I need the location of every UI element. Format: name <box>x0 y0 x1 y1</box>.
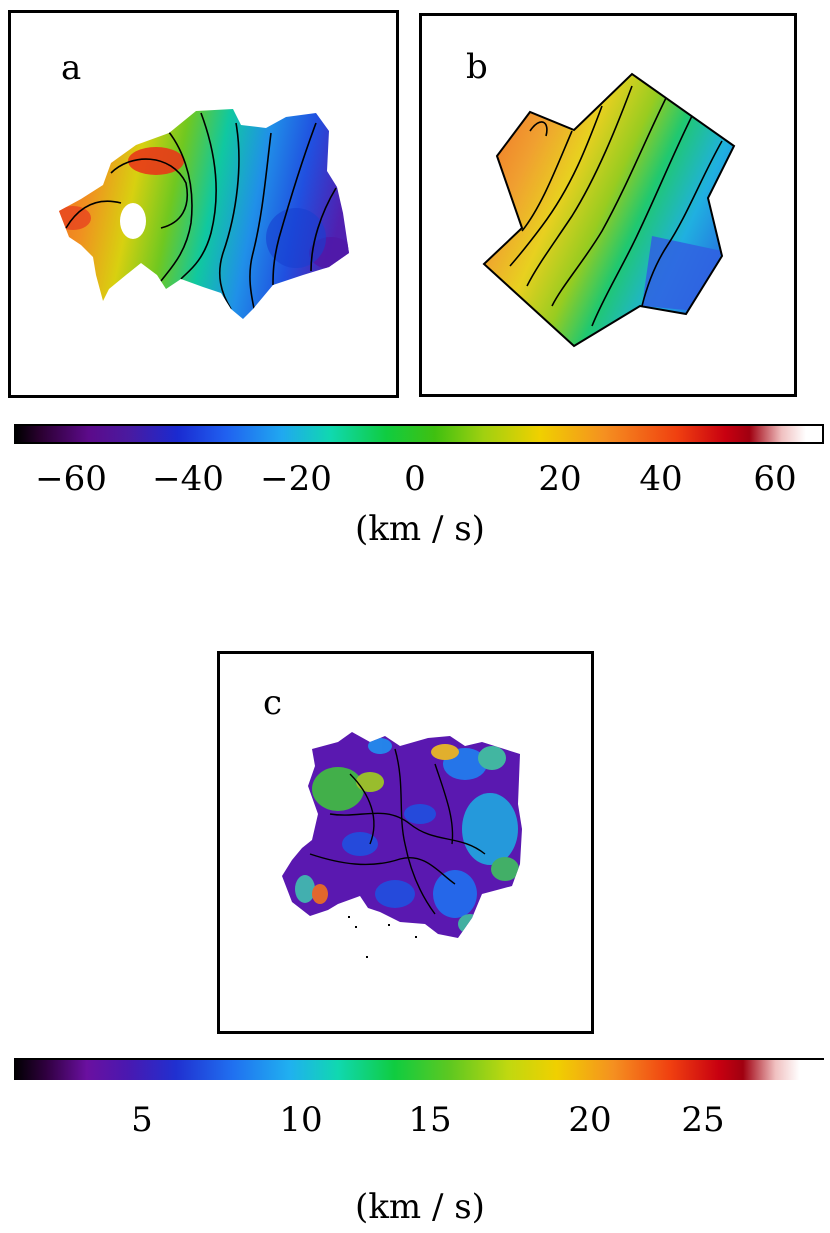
dispersion-region-c <box>282 732 522 938</box>
velocity-tick: 60 <box>753 459 797 499</box>
dispersion-tick: 15 <box>408 1100 452 1140</box>
panel-a-velocity-map <box>59 109 349 319</box>
panel-c-dispersion-map <box>282 732 522 958</box>
velocity-tick: −20 <box>260 459 332 499</box>
dispersion-tick: 20 <box>568 1100 612 1140</box>
velocity-tick: −40 <box>152 459 224 499</box>
dispersion-unit-label: (km / s) <box>355 1187 485 1227</box>
velocity-unit-label: (km / s) <box>355 509 485 549</box>
panel-b-label: b <box>466 47 488 87</box>
dispersion-tick: 10 <box>279 1100 323 1140</box>
panel-c: c <box>217 651 594 1034</box>
velocity-region-a <box>59 109 349 319</box>
panel-c-label: c <box>263 683 283 723</box>
panel-a: a <box>8 10 399 398</box>
dispersion-tick: 25 <box>681 1100 725 1140</box>
scattered-specks <box>348 916 417 958</box>
velocity-tick: 40 <box>639 459 683 499</box>
dispersion-colorbar <box>14 1058 824 1080</box>
velocity-tick: 20 <box>538 459 582 499</box>
velocity-tick: −60 <box>35 459 107 499</box>
panel-a-label: a <box>61 48 82 88</box>
velocity-colorbar <box>14 424 824 444</box>
dispersion-tick: 5 <box>131 1100 153 1140</box>
panel-b: b <box>419 13 797 397</box>
velocity-tick: 0 <box>404 459 426 499</box>
panel-b-velocity-map <box>482 72 736 348</box>
